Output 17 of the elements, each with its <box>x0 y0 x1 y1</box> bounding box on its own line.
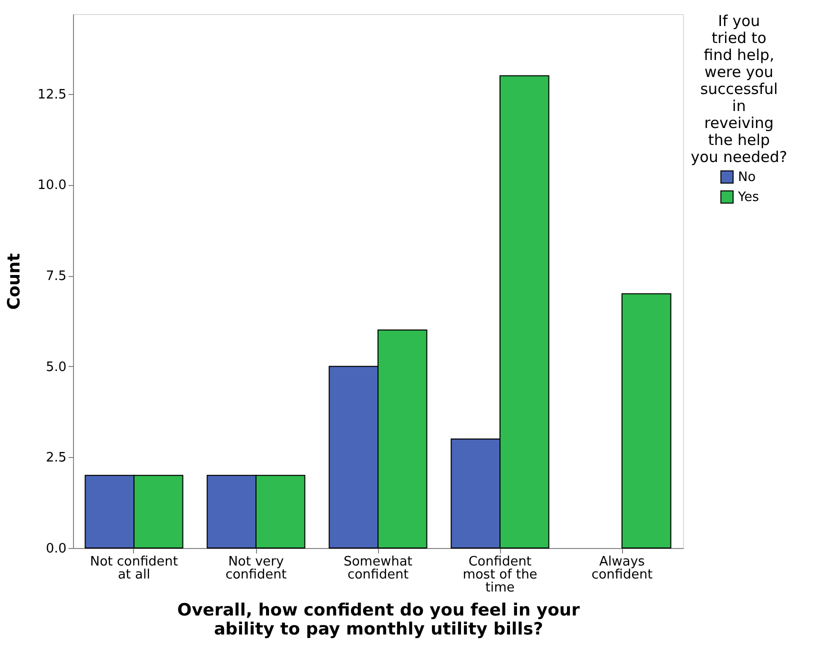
y-axis-title: Count <box>4 253 25 310</box>
x-tick-label: Not confident at all <box>90 554 178 582</box>
y-tick-label: 7.5 <box>46 269 66 284</box>
text: If you tried to find help, were you successful in reveiving the help you needed? <box>690 12 788 166</box>
y-tick-label: 0.0 <box>46 542 66 556</box>
y-tick-label: 5.0 <box>46 360 66 375</box>
x-tick-label: Somewhat confident <box>344 554 412 582</box>
bar <box>622 293 672 548</box>
x-tick-label: Confident most of the time <box>462 554 538 596</box>
x-tick-label: Always confident <box>591 554 653 582</box>
y-tick-label: 12.5 <box>38 87 66 102</box>
y-tick-label: 10.0 <box>38 178 66 194</box>
legend-label: No <box>738 170 756 185</box>
legend-label: Yes <box>737 190 760 205</box>
x-tick-label: Not very confident <box>225 554 287 582</box>
x-axis-title: Overall, how confident do you feel in your ability to pay monthly utility bills? <box>177 600 580 640</box>
y-tick-label: 2.5 <box>46 450 66 466</box>
